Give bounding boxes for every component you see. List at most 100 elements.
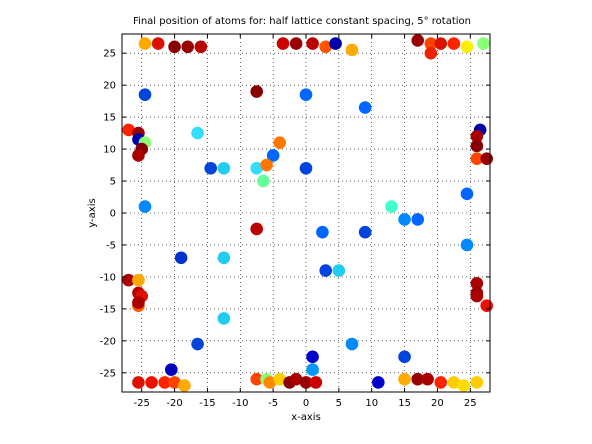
x-tick-label: 20 [431,398,444,409]
y-tick-label: -20 [100,336,116,347]
atom-point [289,372,303,386]
atom-point [424,46,438,60]
atom-point [470,289,484,303]
atom-point [411,372,425,386]
y-tick-labels: -25 -20 -15 -10 -5 0 5 10 15 20 25 [100,49,116,380]
atom-point [434,37,448,50]
atom-point [250,161,264,175]
atom-point [371,376,385,389]
atom-point [132,273,145,287]
atom-point [306,350,319,364]
atom-point [256,174,270,188]
x-tick-labels: -25 -20 -15 -10 -5 0 5 10 15 20 25 [134,398,477,409]
x-tick-label: -15 [199,398,215,409]
atom-point [178,379,191,392]
atom-point [460,40,474,54]
y-tick-label: 0 [110,209,116,220]
atom-point [398,372,411,386]
atom-point [132,149,145,162]
atom-point [470,277,484,290]
atom-point [191,337,204,351]
chart-title: Final position of atoms for: half lattic… [133,16,471,27]
atom-point [273,372,287,386]
atom-point [174,251,188,265]
atom-point [191,126,204,140]
atom-point [306,363,319,376]
atom-point [250,222,264,236]
atom-point [385,200,398,213]
atom-point [250,85,264,98]
atom-point [164,363,178,376]
atom-point [447,376,461,389]
atom-point [289,37,303,50]
y-tick-label: 15 [103,113,116,124]
atom-point [480,152,494,165]
atom-point [358,225,372,239]
atom-point [217,251,231,265]
atom-point [316,225,329,239]
atom-point [470,139,484,153]
atom-point [398,213,411,226]
x-tick-label: -25 [134,398,150,409]
atom-point [329,37,342,50]
atom-point [434,376,448,389]
atom-point [217,161,231,175]
atom-point [421,372,434,386]
x-tick-label: 25 [464,398,477,409]
x-tick-label: -5 [268,398,278,409]
atom-point [299,161,313,175]
y-axis-label: y-axis [87,198,98,227]
atom-point [132,376,145,389]
atom-point [138,37,152,50]
atom-point [263,376,277,389]
atom-point [470,152,484,165]
atom-point [477,37,490,50]
atom-point [168,40,181,54]
atom-point [332,264,346,277]
atom-points [122,34,494,392]
atom-point [181,40,195,54]
atom-point [138,200,152,213]
atom-point [447,37,461,50]
atom-point [217,312,231,325]
atom-point [306,37,319,50]
y-tick-label: -15 [100,304,116,315]
axis-ticks [122,34,490,392]
x-tick-label: 10 [365,398,378,409]
atom-point [460,238,474,252]
y-tick-label: -5 [106,240,116,251]
atom-point [398,350,411,364]
atom-point [151,37,165,50]
atom-point [204,161,218,175]
atom-point [470,129,484,143]
atom-point [424,37,438,50]
atom-point [138,88,152,102]
atom-point [411,34,425,47]
atom-point [132,296,145,309]
atom-point [480,299,494,312]
atom-point [276,37,290,50]
x-axis-label: x-axis [291,412,321,423]
y-tick-label: -25 [100,368,116,379]
atom-point [345,43,359,57]
y-tick-label: 5 [110,177,116,188]
atom-point [345,337,359,351]
atom-point [411,213,425,226]
x-tick-label: 15 [398,398,411,409]
atom-point [319,40,333,54]
atom-point [194,40,208,54]
atom-point [273,136,287,149]
atom-point [168,376,181,389]
atom-point [309,376,323,389]
atom-point [299,376,313,389]
atom-point [122,123,135,137]
atom-point [470,376,484,389]
y-tick-label: -10 [100,272,116,283]
atom-point [260,158,273,172]
x-tick-label: -10 [232,398,248,409]
atom-point [457,379,471,392]
atom-point [250,372,264,386]
atom-point [460,187,474,201]
atom-point [145,376,158,389]
